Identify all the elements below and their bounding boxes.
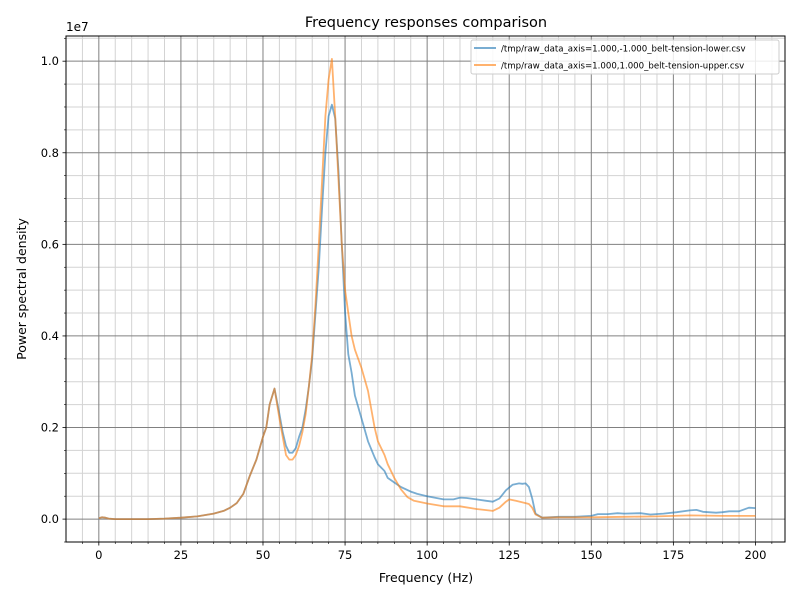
y-tick-label: 0.4	[41, 329, 59, 343]
x-tick-label: 100	[416, 548, 438, 562]
x-tick-label: 150	[580, 548, 602, 562]
x-axis-label: Frequency (Hz)	[379, 570, 473, 585]
x-tick-label: 0	[95, 548, 102, 562]
series-line-upper	[98, 58, 756, 520]
x-tick-label: 175	[662, 548, 684, 562]
chart-title: Frequency responses comparison	[305, 15, 547, 31]
legend: /tmp/raw_data_axis=1.000,-1.000_belt-ten…	[470, 39, 780, 75]
y-scale-label: 1e7	[66, 20, 89, 34]
plot-frame	[65, 35, 786, 543]
legend-label-lower: /tmp/raw_data_axis=1.000,-1.000_belt-ten…	[501, 45, 746, 55]
y-axis-label: Power spectral density	[14, 218, 29, 360]
x-tick-label: 25	[174, 548, 189, 562]
legend-label-upper: /tmp/raw_data_axis=1.000,1.000_belt-tens…	[501, 62, 744, 72]
y-tick-label: 1.0	[41, 54, 59, 68]
x-tick-label: 125	[498, 548, 520, 562]
legend-box	[470, 39, 780, 75]
y-tick-label: 0.6	[41, 237, 59, 251]
y-tick-label: 0.0	[41, 512, 59, 526]
y-tick-label: 0.8	[41, 146, 59, 160]
x-tick-label: 50	[256, 548, 271, 562]
x-tick-label: 200	[744, 548, 766, 562]
y-tick-label: 0.2	[41, 421, 59, 435]
x-tick-label: 75	[338, 548, 353, 562]
